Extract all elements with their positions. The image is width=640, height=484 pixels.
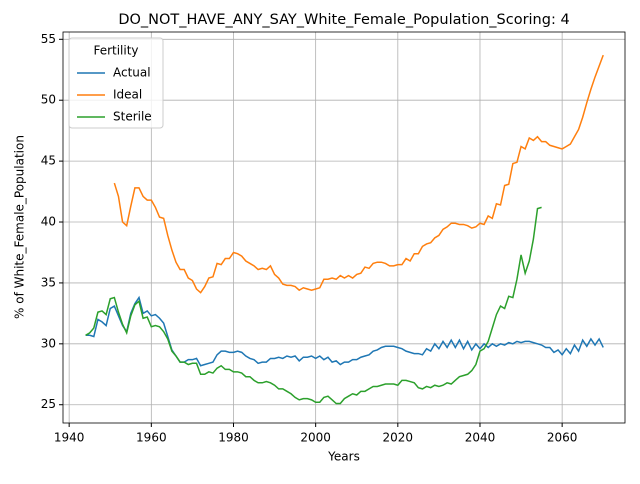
y-tick-label: 45 <box>41 154 56 168</box>
legend-label: Actual <box>113 66 151 80</box>
y-tick-label: 35 <box>41 275 56 289</box>
y-axis-label: % of White_Female_Population <box>13 135 27 319</box>
x-tick-label: 1960 <box>136 431 167 445</box>
x-tick-label: 1980 <box>218 431 249 445</box>
legend-title: Fertility <box>93 44 138 58</box>
legend: Fertility Actual Ideal Sterile <box>68 37 164 129</box>
x-tick-label: 2000 <box>300 431 331 445</box>
plot-frame <box>62 31 626 424</box>
legend-box <box>68 37 164 129</box>
y-tick-label: 40 <box>41 215 56 229</box>
chart-title: DO_NOT_HAVE_ANY_SAY_White_Female_Populat… <box>118 12 569 28</box>
series-line <box>85 206 542 405</box>
y-tick-label: 50 <box>41 93 56 107</box>
series-line <box>113 54 604 294</box>
x-tick-label: 2040 <box>465 431 496 445</box>
y-tick-label: 25 <box>41 397 56 411</box>
y-tick-label: 55 <box>41 32 56 46</box>
legend-label: Ideal <box>113 88 142 102</box>
y-tick-label: 30 <box>41 336 56 350</box>
x-tick-label: 2060 <box>547 431 578 445</box>
x-axis-label: Years <box>327 450 360 464</box>
x-tick-label: 2020 <box>383 431 414 445</box>
x-tick-label: 1940 <box>54 431 85 445</box>
legend-label: Sterile <box>113 110 152 124</box>
